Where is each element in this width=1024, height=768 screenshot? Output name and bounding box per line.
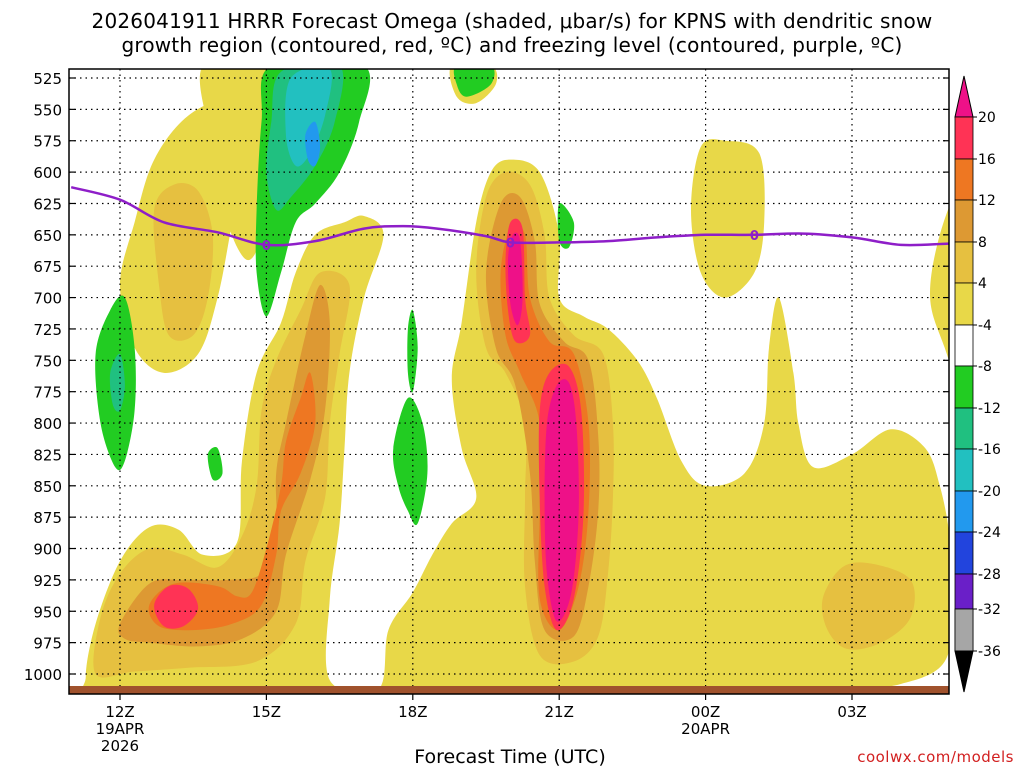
y-tick-label: 725 — [33, 321, 62, 339]
x-tick-label: 15Z — [252, 703, 281, 721]
colorbar-top-arrow — [954, 75, 974, 118]
omega-field — [82, 69, 949, 689]
colorbar-swatch — [954, 158, 974, 201]
x-tick-label: 21Z — [545, 703, 574, 721]
colorbar-label: -8 — [978, 359, 992, 375]
colorbar-label: -20 — [978, 484, 1001, 500]
colorbar-swatch — [954, 282, 974, 326]
plot-frame — [68, 68, 950, 695]
y-tick-label: 825 — [33, 446, 62, 464]
y-tick-label: 575 — [33, 133, 62, 151]
omega-region-sink-mid-column — [392, 397, 428, 526]
chart-title-line-2: growth region (contoured, red, ºC) and f… — [121, 33, 903, 57]
x-tick-label: 00Z — [691, 703, 720, 721]
omega-region-moderate-rise-lower — [148, 372, 316, 631]
omega-region-rise-lower-left-core — [118, 284, 330, 647]
omega-region-rise-right-low — [821, 562, 915, 650]
freezing-level-label: 0 — [262, 239, 271, 254]
omega-region-sink-mid-small — [407, 309, 418, 393]
colorbar-swatch — [954, 199, 974, 243]
y-tick-label: 550 — [33, 101, 62, 119]
omega-region-sink-left-small — [207, 447, 223, 481]
y-tick-label: 975 — [33, 635, 62, 653]
freezing-level-label: 0 — [506, 236, 515, 251]
colorbar-label: 8 — [978, 235, 987, 251]
omega-region-max-sink-upper — [305, 121, 321, 167]
omega-region-max-rise-column — [507, 232, 523, 326]
colorbar-bottom-arrow — [954, 650, 974, 693]
omega-region-sink-top-small — [453, 69, 495, 97]
colorbar-label: -12 — [978, 401, 1001, 417]
freezing-level-layer: 0 0 0 — [70, 185, 949, 254]
colorbar-label: -16 — [978, 442, 1001, 458]
y-tick-label: 1000 — [24, 666, 62, 684]
freezing-level-label: 0 — [750, 229, 759, 244]
omega-region-strong-sink-upper — [285, 69, 332, 167]
chart-title-line-1: 2026041911 HRRR Forecast Omega (shaded, … — [91, 9, 933, 33]
colorbar-label: 12 — [978, 193, 996, 209]
colorbar-swatch — [954, 448, 974, 492]
omega-region-max-rise-column-2 — [544, 379, 579, 622]
colorbar-label: 20 — [978, 110, 996, 126]
y-tick-label: 625 — [33, 195, 62, 213]
y-tick-label: 650 — [33, 227, 62, 245]
omega-region-moderate-sink-left — [109, 353, 125, 412]
omega-region-strong-rise-lower — [154, 584, 199, 629]
ground-surface — [69, 686, 949, 694]
y-axis: 525 550 575 600 625 650 675 700 725 750 775 800 825 8… — [24, 70, 949, 684]
y-tick-label: 925 — [33, 572, 62, 590]
y-tick-label: 525 — [33, 70, 62, 88]
colorbar-swatch — [954, 531, 974, 575]
y-tick-label: 700 — [33, 290, 62, 308]
colorbar-swatch — [954, 407, 974, 450]
colorbar-swatch — [954, 116, 974, 160]
colorbar: 20 16 12 8 4 -4 -8 -12 -16 -20 -24 -28 -32 -36 — [954, 75, 1001, 693]
x-tick-date: 19APR — [96, 720, 145, 738]
colorbar-label: -24 — [978, 525, 1001, 541]
y-tick-label: 775 — [33, 384, 62, 402]
colorbar-swatch — [954, 573, 974, 610]
colorbar-label: -4 — [978, 318, 992, 334]
freezing-level-line — [70, 185, 949, 247]
grid-lines — [69, 69, 949, 694]
y-tick-label: 850 — [33, 478, 62, 496]
x-tick-year: 2026 — [101, 737, 139, 755]
x-tick-label: 18Z — [398, 703, 427, 721]
y-tick-label: 675 — [33, 258, 62, 276]
x-tick-label: 03Z — [837, 703, 866, 721]
colorbar-label: 4 — [978, 276, 987, 292]
credit-link[interactable]: coolwx.com/models — [857, 748, 1014, 766]
colorbar-swatch — [954, 490, 974, 533]
y-tick-label: 750 — [33, 352, 62, 370]
y-tick-label: 900 — [33, 541, 62, 559]
omega-region-rise-lower-left — [93, 270, 351, 678]
colorbar-swatch — [954, 324, 974, 367]
colorbar-label: -28 — [978, 567, 1001, 583]
y-tick-label: 600 — [33, 164, 62, 182]
y-tick-label: 800 — [33, 415, 62, 433]
omega-region-sink-mid-right — [557, 203, 575, 249]
x-tick-date: 20APR — [681, 720, 730, 738]
colorbar-swatch — [954, 365, 974, 409]
colorbar-swatch — [954, 241, 974, 284]
y-tick-label: 875 — [33, 509, 62, 527]
y-tick-label: 950 — [33, 603, 62, 621]
omega-region-rise-right-mid — [691, 139, 765, 298]
colorbar-label: -32 — [978, 602, 1001, 618]
colorbar-label: -36 — [978, 644, 1001, 660]
x-tick-label: 12Z — [105, 703, 134, 721]
colorbar-swatch — [954, 608, 974, 652]
omega-region-rise-right-edge — [930, 206, 949, 361]
x-axis-label: Forecast Time (UTC) — [414, 746, 606, 768]
colorbar-label: 16 — [978, 152, 996, 168]
